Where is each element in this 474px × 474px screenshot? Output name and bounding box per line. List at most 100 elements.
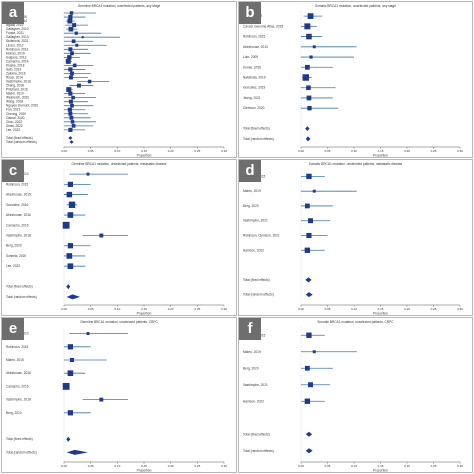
study-label: Weinreich, 2020 bbox=[6, 96, 29, 100]
x-tick-label: 0.25 bbox=[431, 464, 437, 468]
x-tick-label: 0.00 bbox=[61, 464, 67, 468]
x-tick-label: 0.25 bbox=[194, 307, 200, 311]
x-tick-label: 0.05 bbox=[88, 307, 94, 311]
panel-label: e bbox=[2, 318, 24, 340]
study-label: Wang, 2018 bbox=[6, 100, 23, 104]
pooled-label: Total (fixed effects) bbox=[6, 285, 33, 289]
study-marker bbox=[68, 111, 73, 116]
study-marker bbox=[307, 13, 314, 20]
panel-a: Germline BRCA1 mutation, unselected pati… bbox=[1, 1, 237, 158]
panel-label: b bbox=[239, 2, 261, 24]
study-marker bbox=[67, 107, 72, 112]
x-tick-label: 0.00 bbox=[298, 307, 304, 311]
study-marker bbox=[68, 201, 76, 209]
x-tick-label: 0.20 bbox=[404, 307, 410, 311]
panel-title: Somatic BRCA1 mutation, unselected patie… bbox=[317, 320, 394, 324]
x-tick-label: 0.00 bbox=[298, 464, 304, 468]
panel-c: Germline BRCA1 mutation, unselected pati… bbox=[1, 159, 237, 316]
study-label: Robinson, 2015 bbox=[243, 35, 266, 39]
study-marker bbox=[66, 253, 73, 259]
study-marker bbox=[99, 397, 104, 402]
study-marker bbox=[304, 398, 311, 404]
x-tick-label: 0.10 bbox=[114, 307, 120, 311]
study-marker bbox=[62, 382, 70, 390]
x-axis-label: Proportion bbox=[137, 312, 152, 316]
panel-label: c bbox=[2, 160, 24, 182]
panel-title: Somatic BRCA1 mutation, unselected patie… bbox=[315, 4, 396, 8]
study-label: Vastrimphe, 2021 bbox=[243, 219, 268, 223]
study-label: Camacho, 2014 bbox=[6, 59, 29, 63]
x-tick-label: 0.15 bbox=[378, 307, 384, 311]
study-marker bbox=[68, 47, 73, 52]
study-marker bbox=[302, 74, 310, 81]
x-tick-label: 0.15 bbox=[141, 149, 147, 153]
study-label: Nakahata, 2019 bbox=[243, 76, 266, 80]
pooled-diamond bbox=[68, 136, 73, 140]
x-tick-label: 0.20 bbox=[168, 464, 174, 468]
pooled-label: Total (random effects) bbox=[243, 137, 274, 141]
study-marker bbox=[306, 332, 312, 338]
pooled-diamond bbox=[66, 294, 80, 300]
study-label: Clemson, 2020 bbox=[243, 106, 265, 110]
x-tick-label: 0.00 bbox=[61, 149, 67, 153]
study-label: Gonzalez, 2016 bbox=[6, 203, 29, 207]
study-label: Gonzalez, 2019 bbox=[243, 86, 266, 90]
study-marker bbox=[68, 67, 73, 72]
study-label: Mateo, 2015 bbox=[6, 358, 24, 362]
study-marker bbox=[71, 124, 76, 128]
study-label: Pritchard, 2016 bbox=[6, 88, 28, 92]
x-tick-label: 0.10 bbox=[351, 464, 357, 468]
study-label: Zakaria, 2016 bbox=[6, 71, 26, 75]
x-tick-label: 0.20 bbox=[404, 464, 410, 468]
x-axis-label: Proportion bbox=[373, 154, 388, 158]
study-label: Zhou, 2022 bbox=[6, 120, 22, 124]
x-tick-label: 0.05 bbox=[325, 149, 331, 153]
x-axis-label: Proportion bbox=[373, 469, 388, 473]
x-tick-label: 0.30 bbox=[221, 149, 227, 153]
study-label: Lohr, 2009 bbox=[243, 55, 258, 59]
pooled-label: Total (fixed effects) bbox=[243, 278, 270, 282]
pooled-label: Total (fixed effects) bbox=[243, 127, 270, 131]
study-label: Fan, 2021 bbox=[6, 108, 21, 112]
x-tick-label: 0.20 bbox=[168, 149, 174, 153]
study-marker bbox=[99, 233, 104, 238]
panel-title: Germline BRCA1 mutation, unselected pati… bbox=[77, 4, 161, 8]
study-marker bbox=[70, 120, 75, 124]
x-axis-label: Proportion bbox=[137, 469, 152, 473]
x-tick-label: 0.05 bbox=[88, 464, 94, 468]
x-tick-label: 0.10 bbox=[114, 464, 120, 468]
study-label: Mader, 2010 bbox=[6, 92, 24, 96]
study-label: Cancer Genome Atlas, 2015 bbox=[243, 24, 283, 28]
x-axis-label: Proportion bbox=[373, 312, 388, 316]
study-marker bbox=[308, 382, 314, 388]
pooled-diamond bbox=[305, 448, 313, 454]
x-tick-label: 0.10 bbox=[114, 149, 120, 153]
study-label: Jeong, 2021 bbox=[243, 96, 261, 100]
study-marker bbox=[304, 203, 310, 209]
study-marker bbox=[71, 95, 75, 100]
study-marker bbox=[69, 115, 74, 120]
study-label: Vastrimphe, 2018 bbox=[6, 398, 31, 402]
x-tick-label: 0.05 bbox=[325, 464, 331, 468]
x-tick-label: 0.25 bbox=[431, 149, 437, 153]
study-marker bbox=[69, 11, 74, 15]
study-marker bbox=[67, 344, 74, 350]
study-marker bbox=[62, 221, 70, 229]
study-label: Gallagher, 2010 bbox=[6, 27, 29, 31]
study-marker bbox=[66, 191, 73, 198]
x-tick-label: 0.15 bbox=[141, 464, 147, 468]
study-label: Mohan, 2019 bbox=[6, 51, 25, 55]
study-marker bbox=[306, 85, 311, 91]
study-marker bbox=[69, 357, 75, 363]
pooled-label: Total (random effects) bbox=[6, 450, 37, 454]
pooled-diamond bbox=[305, 136, 311, 142]
study-marker bbox=[65, 58, 71, 64]
x-axis-label: Proportion bbox=[137, 154, 152, 158]
study-marker bbox=[70, 71, 74, 76]
pooled-diamond bbox=[66, 449, 88, 455]
pooled-diamond bbox=[305, 126, 310, 132]
study-label: Camacho, 2016 bbox=[6, 384, 29, 388]
study-label: Lee, 2022 bbox=[6, 264, 20, 268]
pooled-diamond bbox=[66, 284, 71, 290]
